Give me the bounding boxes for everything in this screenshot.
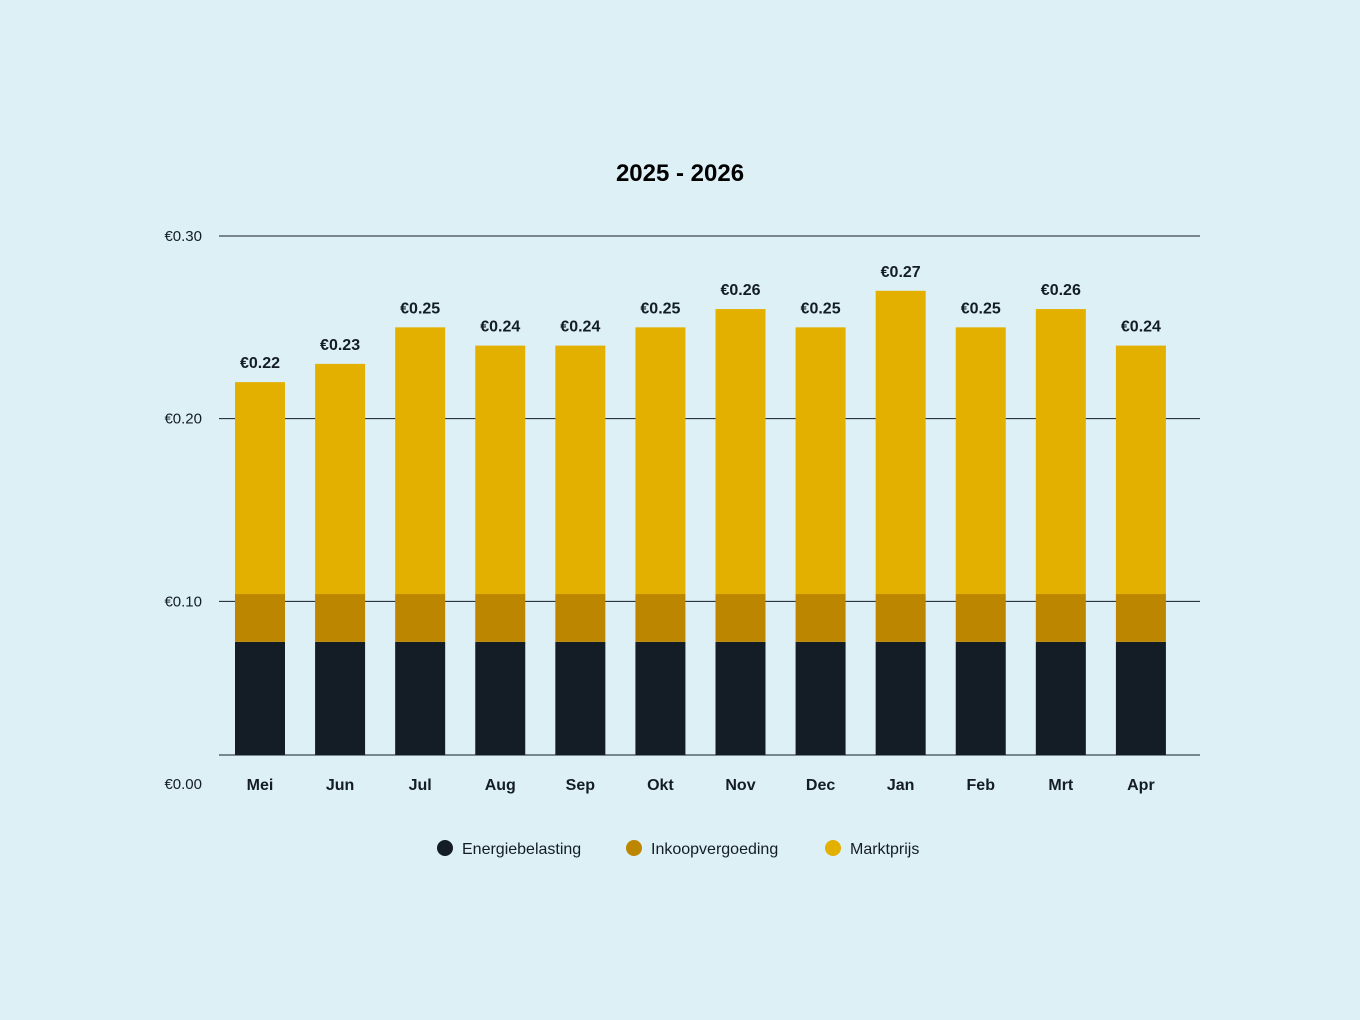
bar-segment-marktprijs	[715, 309, 766, 595]
x-tick-label: Jan	[887, 777, 915, 794]
y-axis-ticks: €0.00 €0.10 €0.20 €0.30	[164, 228, 202, 793]
x-tick-label: Aug	[485, 777, 516, 794]
x-tick-label: Sep	[566, 777, 596, 794]
x-tick-label: Okt	[647, 777, 674, 794]
x-tick-label: Mei	[247, 777, 274, 794]
bar-segment-inkoopvergoeding	[1115, 594, 1166, 642]
bar-segment-energiebelasting	[395, 641, 446, 755]
x-tick-label: Dec	[806, 777, 835, 794]
bar-segment-inkoopvergoeding	[795, 594, 846, 642]
y-tick-label: €0.30	[164, 228, 202, 245]
bar-total-label: €0.25	[640, 300, 680, 317]
bar-segment-inkoopvergoeding	[715, 594, 766, 642]
bar-segment-inkoopvergoeding	[395, 594, 446, 642]
bar-segment-inkoopvergoeding	[555, 594, 606, 642]
bar-segment-marktprijs	[1035, 309, 1086, 595]
bar-segment-marktprijs	[555, 345, 606, 595]
x-axis-ticks: Mei Jun Jul Aug Sep Okt Nov Dec Jan Feb Mrt Apr	[247, 777, 1155, 794]
bar-segment-energiebelasting	[555, 641, 606, 755]
bar-segment-marktprijs	[635, 327, 686, 595]
bar-segment-marktprijs	[475, 345, 526, 595]
x-tick-label: Jul	[409, 777, 432, 794]
bar-segment-inkoopvergoeding	[235, 594, 285, 642]
bar-segment-marktprijs	[795, 327, 846, 595]
bar-segment-inkoopvergoeding	[955, 594, 1006, 642]
bar-segment-marktprijs	[955, 327, 1006, 595]
bar-segment-marktprijs	[235, 382, 285, 595]
bar-total-label: €0.24	[560, 319, 600, 336]
legend-label: Marktprijs	[850, 841, 919, 858]
x-tick-label: Feb	[967, 777, 996, 794]
legend-swatch	[825, 840, 841, 856]
y-tick-label: €0.10	[164, 593, 202, 610]
x-tick-label: Jun	[326, 777, 354, 794]
bar-total-label: €0.27	[881, 264, 921, 281]
bar-segment-marktprijs	[315, 363, 366, 595]
bar-total-label: €0.25	[961, 300, 1001, 317]
bar-segment-energiebelasting	[1035, 641, 1086, 755]
bar-total-label: €0.26	[720, 282, 760, 299]
bar-segment-inkoopvergoeding	[635, 594, 686, 642]
bar-segment-inkoopvergoeding	[1035, 594, 1086, 642]
bar-segment-energiebelasting	[315, 641, 366, 755]
bar-segment-energiebelasting	[715, 641, 766, 755]
y-tick-label: €0.20	[164, 411, 202, 428]
legend: Energiebelasting Inkoopvergoeding Marktpri…	[437, 840, 919, 858]
x-tick-label: Apr	[1127, 777, 1155, 794]
chart-title: 2025 - 2026	[616, 160, 744, 187]
bar-segment-inkoopvergoeding	[875, 594, 926, 642]
bar-segment-energiebelasting	[1115, 641, 1166, 755]
y-tick-label: €0.00	[164, 776, 202, 793]
bar-segment-marktprijs	[1115, 345, 1166, 595]
bar-total-label: €0.25	[400, 300, 440, 317]
bar-segment-energiebelasting	[875, 641, 926, 755]
legend-swatch	[437, 840, 453, 856]
bar-segment-inkoopvergoeding	[315, 594, 366, 642]
bar-segment-marktprijs	[875, 290, 926, 595]
bar-segment-energiebelasting	[635, 641, 686, 755]
bar-segment-energiebelasting	[475, 641, 526, 755]
bar-total-label: €0.22	[240, 355, 280, 372]
bar-total-label: €0.26	[1041, 282, 1081, 299]
data-labels: €0.22 €0.23 €0.25 €0.24 €0.24 €0.25 €0.26 €0.25…	[240, 264, 1161, 372]
bar-segment-energiebelasting	[795, 641, 846, 755]
legend-swatch	[626, 840, 642, 856]
bar-segment-marktprijs	[395, 327, 446, 595]
bar-segment-energiebelasting	[235, 641, 285, 755]
bar-total-label: €0.24	[480, 319, 520, 336]
bar-total-label: €0.25	[801, 300, 841, 317]
x-tick-label: Nov	[725, 777, 755, 794]
bar-total-label: €0.23	[320, 337, 360, 354]
bar-segment-energiebelasting	[955, 641, 1006, 755]
x-tick-label: Mrt	[1048, 777, 1074, 794]
legend-label: Energiebelasting	[462, 841, 581, 858]
bar-segment-inkoopvergoeding	[475, 594, 526, 642]
legend-label: Inkoopvergoeding	[651, 841, 778, 858]
bar-total-label: €0.24	[1121, 319, 1161, 336]
bars	[235, 290, 1166, 755]
